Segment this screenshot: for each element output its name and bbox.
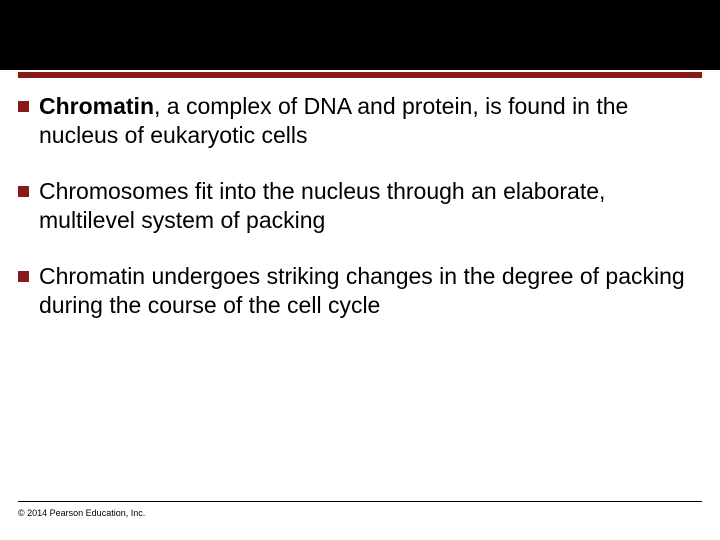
bullet-bold-lead: Chromatin: [39, 93, 154, 119]
bullet-marker-icon: [18, 271, 29, 282]
bullet-rest: Chromosomes fit into the nucleus through…: [39, 178, 605, 233]
bullet-marker-icon: [18, 186, 29, 197]
footer-divider: [18, 501, 702, 502]
bullet-item: Chromatin, a complex of DNA and protein,…: [18, 92, 690, 151]
bullet-marker-icon: [18, 101, 29, 112]
bullet-text: Chromatin undergoes striking changes in …: [39, 262, 690, 321]
top-black-bar: [0, 0, 720, 70]
content-area: Chromatin, a complex of DNA and protein,…: [18, 92, 690, 347]
bullet-item: Chromatin undergoes striking changes in …: [18, 262, 690, 321]
bullet-item: Chromosomes fit into the nucleus through…: [18, 177, 690, 236]
bullet-text: Chromosomes fit into the nucleus through…: [39, 177, 690, 236]
bullet-rest: Chromatin undergoes striking changes in …: [39, 263, 685, 318]
accent-bar: [18, 72, 702, 78]
copyright-text: © 2014 Pearson Education, Inc.: [18, 508, 145, 518]
bullet-text: Chromatin, a complex of DNA and protein,…: [39, 92, 690, 151]
